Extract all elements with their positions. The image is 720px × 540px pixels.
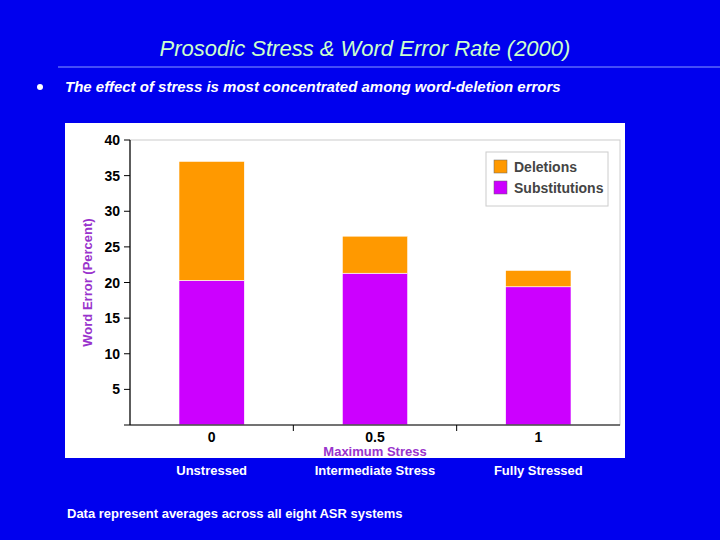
y-tick [124, 175, 130, 176]
y-tick-label: 30 [104, 203, 120, 219]
legend: Deletions Substitutions [486, 152, 608, 206]
category-note: Fully Stressed [494, 463, 583, 478]
y-tick [124, 318, 130, 319]
legend-box [486, 152, 608, 206]
y-tick [124, 282, 130, 283]
x-tick-label: 1 [534, 429, 542, 445]
y-tick-label: 15 [104, 310, 120, 326]
bar [179, 161, 244, 280]
title-rule [58, 67, 720, 68]
bar [342, 273, 407, 425]
y-tick-label: 10 [104, 346, 120, 362]
bar [179, 280, 244, 425]
footnote: Data represent averages across all eight… [67, 506, 403, 521]
y-tick [124, 353, 130, 354]
y-tick-label: 40 [104, 132, 120, 148]
x-axis-title: Maximum Stress [323, 444, 426, 459]
y-tick [124, 389, 130, 390]
category-note: Intermediate Stress [315, 463, 436, 478]
x-tick-label: 0.5 [365, 429, 385, 445]
legend-swatch [494, 181, 507, 194]
x-tick-label: 0 [208, 429, 216, 445]
chart-root: Prosodic Stress & Word Error Rate (2000)… [0, 0, 720, 540]
legend-swatch [494, 160, 507, 173]
y-axis-title: Word Error (Percent) [80, 218, 95, 346]
y-tick-label: 25 [104, 239, 120, 255]
x-divider [456, 425, 457, 431]
y-tick [124, 246, 130, 247]
bar [506, 270, 571, 286]
subtitle: The effect of stress is most concentrate… [65, 78, 561, 95]
bar [342, 236, 407, 273]
y-tick [124, 211, 130, 212]
legend-label: Deletions [514, 159, 577, 175]
title: Prosodic Stress & Word Error Rate (2000) [160, 36, 571, 61]
plot-frame [130, 140, 620, 425]
y-tick-label: 35 [104, 168, 120, 184]
bar [506, 287, 571, 425]
chart-panel [65, 123, 625, 458]
x-axis [124, 424, 620, 425]
background [0, 0, 720, 540]
x-divider [293, 425, 294, 431]
category-note: Unstressed [176, 463, 247, 478]
legend-label: Substitutions [514, 180, 604, 196]
y-tick-label: 5 [112, 381, 120, 397]
bullet [37, 84, 43, 90]
canvas: Prosodic Stress & Word Error Rate (2000)… [0, 0, 720, 540]
y-tick-label: 20 [104, 275, 120, 291]
y-tick [124, 140, 130, 141]
